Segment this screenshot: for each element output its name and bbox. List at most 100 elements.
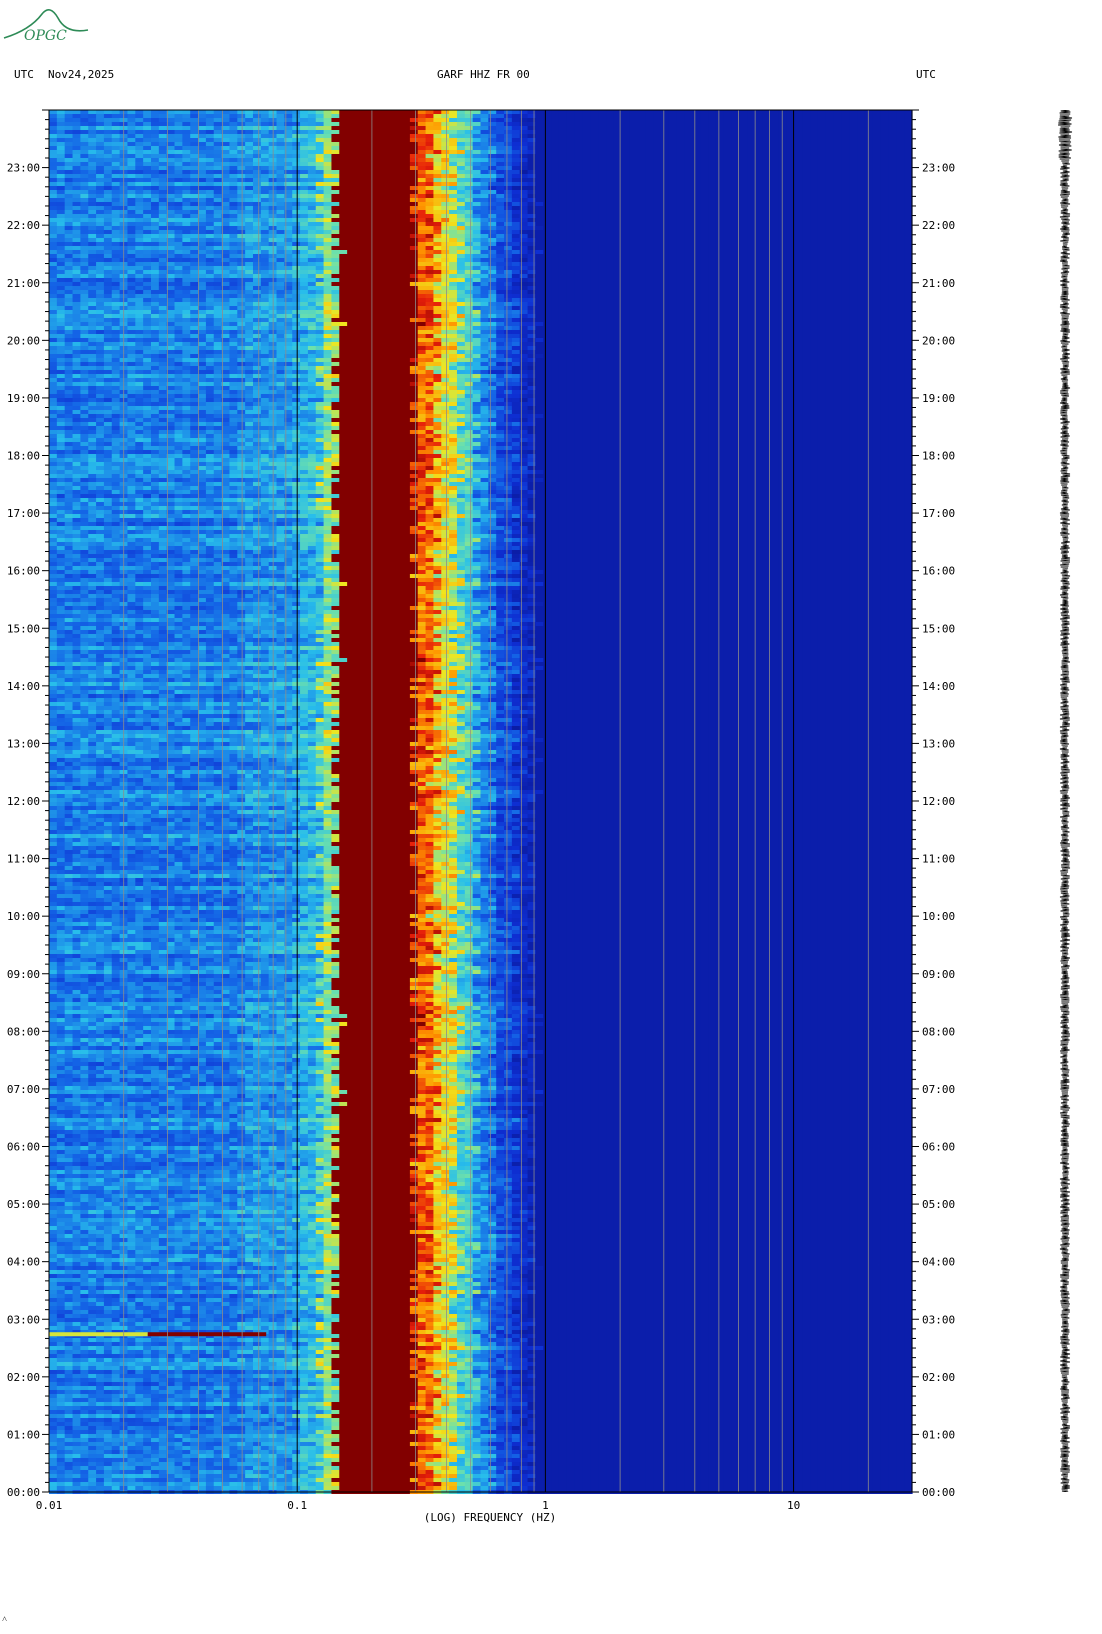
heatmap-cell — [418, 174, 426, 178]
heatmap-cell — [496, 118, 504, 122]
heatmap-cell — [410, 202, 418, 206]
heatmap-cell — [73, 134, 81, 138]
heatmap-cell — [300, 206, 308, 210]
heatmap-cell — [167, 210, 175, 214]
heatmap-cell — [669, 182, 677, 186]
heatmap-cell — [904, 174, 912, 178]
heatmap-cell — [143, 182, 151, 186]
heatmap-cell — [465, 114, 473, 118]
heatmap-cell — [904, 126, 912, 130]
heatmap-cell — [590, 158, 598, 162]
heatmap-cell — [598, 182, 606, 186]
heatmap-cell — [410, 122, 418, 126]
heatmap-cell — [614, 174, 622, 178]
heatmap-cell — [724, 158, 732, 162]
heatmap-cell — [724, 138, 732, 142]
heatmap-cell — [182, 182, 190, 186]
heatmap-cell — [504, 166, 512, 170]
heatmap-cell — [669, 154, 677, 158]
heatmap-cell — [347, 206, 355, 210]
heatmap-cell — [229, 122, 237, 126]
heatmap-cell — [630, 110, 638, 114]
heatmap-cell — [496, 202, 504, 206]
heatmap-cell — [363, 130, 371, 134]
heatmap-cell — [873, 110, 881, 114]
heatmap-cell — [755, 194, 763, 198]
heatmap-cell — [645, 138, 653, 142]
heatmap-cell — [426, 166, 434, 170]
heatmap-cell — [143, 126, 151, 130]
heatmap-cell — [724, 194, 732, 198]
heatmap-cell — [802, 178, 810, 182]
heatmap-cell — [630, 210, 638, 214]
heatmap-cell — [441, 158, 449, 162]
heatmap-cell — [379, 122, 387, 126]
heatmap-cell — [802, 206, 810, 210]
heatmap-cell — [716, 182, 724, 186]
heatmap-cell — [645, 118, 653, 122]
heatmap-cell — [567, 150, 575, 154]
heatmap-cell — [873, 154, 881, 158]
heatmap-cell — [206, 118, 214, 122]
heatmap-cell — [253, 170, 261, 174]
heatmap-cell — [410, 138, 418, 142]
heatmap-cell — [300, 114, 308, 118]
heatmap-cell — [653, 174, 661, 178]
heatmap-cell — [112, 178, 120, 182]
heatmap-cell — [292, 190, 300, 194]
heatmap-cell — [410, 170, 418, 174]
heatmap-cell — [881, 202, 889, 206]
heatmap-cell — [543, 130, 551, 134]
heatmap-cell — [190, 206, 198, 210]
heatmap-cell — [190, 126, 198, 130]
heatmap-cell — [622, 210, 630, 214]
heatmap-cell — [57, 138, 65, 142]
heatmap-cell — [904, 186, 912, 190]
heatmap-cell — [834, 190, 842, 194]
heatmap-cell — [292, 206, 300, 210]
heatmap-cell — [379, 178, 387, 182]
heatmap-cell — [661, 118, 669, 122]
heatmap-cell — [80, 110, 88, 114]
heatmap-cell — [849, 210, 857, 214]
heatmap-cell — [692, 162, 700, 166]
heatmap-cell — [865, 202, 873, 206]
heatmap-cell — [575, 126, 583, 130]
heatmap-cell — [426, 130, 434, 134]
heatmap-cell — [331, 134, 339, 138]
heatmap-cell — [716, 122, 724, 126]
heatmap-cell — [386, 182, 394, 186]
heatmap-cell — [551, 118, 559, 122]
heatmap-cell — [645, 166, 653, 170]
heatmap-cell — [841, 146, 849, 150]
heatmap-cell — [316, 194, 324, 198]
heatmap-cell — [182, 138, 190, 142]
heatmap-cell — [127, 214, 135, 218]
heatmap-cell — [614, 130, 622, 134]
heatmap-cell — [559, 166, 567, 170]
heatmap-cell — [465, 138, 473, 142]
heatmap-cell — [457, 110, 465, 114]
heatmap-cell — [865, 114, 873, 118]
heatmap-cell — [881, 154, 889, 158]
heatmap-cell — [630, 130, 638, 134]
heatmap-cell — [630, 134, 638, 138]
heatmap-cell — [708, 174, 716, 178]
heatmap-cell — [473, 114, 481, 118]
heatmap-cell — [771, 142, 779, 146]
heatmap-cell — [755, 178, 763, 182]
heatmap-cell — [559, 190, 567, 194]
heatmap-cell — [402, 126, 410, 130]
heatmap-cell — [865, 150, 873, 154]
heatmap-cell — [292, 202, 300, 206]
heatmap-cell — [80, 178, 88, 182]
heatmap-cell — [198, 146, 206, 150]
heatmap-cell — [206, 158, 214, 162]
heatmap-cell — [49, 178, 57, 182]
heatmap-cell — [73, 182, 81, 186]
heatmap-cell — [135, 194, 143, 198]
heatmap-cell — [700, 114, 708, 118]
heatmap-cell — [716, 158, 724, 162]
heatmap-cell — [543, 114, 551, 118]
heatmap-cell — [481, 138, 489, 142]
